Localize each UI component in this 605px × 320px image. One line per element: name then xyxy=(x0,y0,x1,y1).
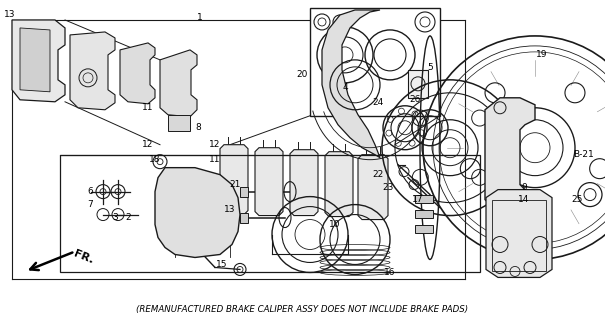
Text: 1: 1 xyxy=(197,13,203,22)
Polygon shape xyxy=(120,43,155,104)
Text: 19: 19 xyxy=(536,50,548,60)
Text: 5: 5 xyxy=(427,63,433,72)
Text: B-21: B-21 xyxy=(572,150,594,159)
Polygon shape xyxy=(255,148,283,216)
Text: 3: 3 xyxy=(112,213,118,222)
Text: 15: 15 xyxy=(216,260,227,269)
Text: 12: 12 xyxy=(209,140,221,149)
Text: 22: 22 xyxy=(372,170,384,179)
Text: 6: 6 xyxy=(87,187,93,196)
Polygon shape xyxy=(20,28,50,92)
Text: 13: 13 xyxy=(4,11,16,20)
Polygon shape xyxy=(155,168,240,258)
Text: 4: 4 xyxy=(342,83,348,92)
Bar xyxy=(310,8,440,116)
Text: 24: 24 xyxy=(372,98,384,107)
Text: 17: 17 xyxy=(412,195,424,204)
Bar xyxy=(168,115,190,131)
Polygon shape xyxy=(325,152,353,217)
Text: 12: 12 xyxy=(142,140,154,149)
Text: 7: 7 xyxy=(87,200,93,209)
Bar xyxy=(240,187,248,196)
Polygon shape xyxy=(220,145,248,215)
Text: 9: 9 xyxy=(521,183,527,192)
Bar xyxy=(415,195,433,203)
Text: 10: 10 xyxy=(329,220,341,229)
Bar xyxy=(415,210,433,218)
Text: 2: 2 xyxy=(125,213,131,222)
Text: (REMANUFACTURED BRAKE CALIPER ASSY DOES NOT INCLUDE BRAKE PADS): (REMANUFACTURED BRAKE CALIPER ASSY DOES … xyxy=(137,305,468,314)
Polygon shape xyxy=(358,155,388,220)
Text: 20: 20 xyxy=(296,70,308,79)
Text: 8: 8 xyxy=(195,123,201,132)
Bar xyxy=(415,225,433,233)
Text: 21: 21 xyxy=(229,180,241,189)
Text: 13: 13 xyxy=(224,205,236,214)
Bar xyxy=(492,200,546,271)
Polygon shape xyxy=(70,32,115,110)
Bar xyxy=(408,70,428,98)
Polygon shape xyxy=(486,190,552,277)
Polygon shape xyxy=(290,150,318,216)
Text: 11: 11 xyxy=(209,155,221,164)
Text: 14: 14 xyxy=(518,195,530,204)
Polygon shape xyxy=(12,20,65,102)
Text: 25: 25 xyxy=(571,195,583,204)
Bar xyxy=(240,212,248,222)
Text: 16: 16 xyxy=(384,268,396,277)
Polygon shape xyxy=(322,10,380,158)
Polygon shape xyxy=(160,50,197,117)
Text: 11: 11 xyxy=(142,103,154,112)
Text: 18: 18 xyxy=(149,155,161,164)
Text: 23: 23 xyxy=(382,183,394,192)
Text: 26: 26 xyxy=(410,95,420,104)
Polygon shape xyxy=(485,98,535,218)
Text: FR.: FR. xyxy=(72,249,95,266)
Bar xyxy=(60,155,480,272)
